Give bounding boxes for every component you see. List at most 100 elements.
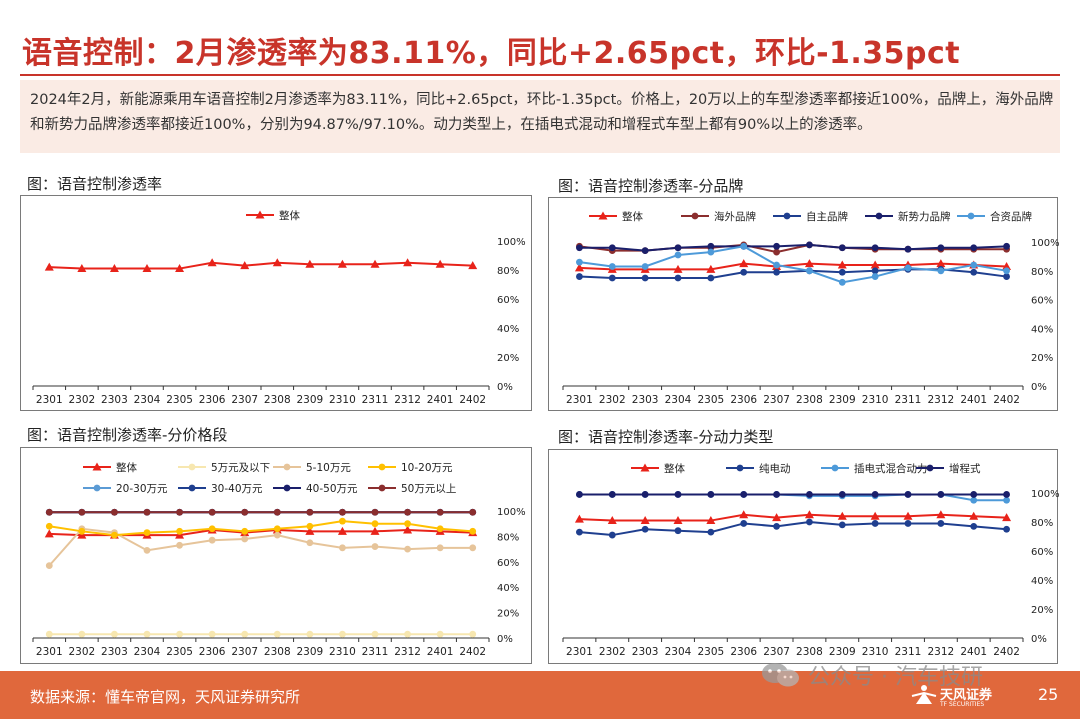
legend-label: 新势力品牌 [898, 210, 951, 223]
data-point [1003, 491, 1010, 498]
y-tick-label: 60% [1031, 547, 1053, 558]
chart-panel-overall: 2301 2302 2303 2304 2305 2306 2307 2308 2309 2310… [20, 195, 532, 411]
x-tick-label: 2309 [296, 646, 323, 658]
data-point [576, 273, 583, 280]
legend-label: 30-40万元 [211, 483, 263, 495]
data-point [804, 510, 814, 519]
legend-label: 20-30万元 [116, 483, 168, 495]
x-tick-label: 2301 [566, 646, 593, 658]
data-source: 数据来源：懂车帝官网，天风证券研究所 [30, 688, 301, 706]
x-tick-label: 2301 [36, 646, 63, 658]
x-tick-label: 2309 [829, 646, 856, 658]
logo-name: 天风证券 [940, 688, 993, 703]
data-point [707, 528, 715, 536]
data-point [208, 508, 216, 516]
series-line [579, 520, 1007, 537]
y-tick-label: 20% [1031, 605, 1053, 616]
data-point [871, 267, 879, 275]
x-tick-label: 2312 [927, 394, 954, 406]
data-point [870, 260, 880, 269]
data-point [707, 248, 715, 256]
watermark-text: 公众号 · 汽车技研 [808, 665, 983, 690]
data-point [272, 258, 282, 267]
x-tick-label: 2306 [730, 394, 757, 406]
data-point [576, 244, 583, 252]
data-point [904, 264, 912, 272]
x-tick-label: 2307 [231, 394, 258, 406]
x-tick-label: 2304 [665, 646, 692, 658]
x-tick-label: 2302 [68, 646, 95, 658]
legend-marker [378, 484, 386, 492]
data-point [674, 251, 682, 259]
data-point [641, 491, 649, 498]
data-point [305, 259, 315, 268]
data-point [111, 508, 118, 516]
x-tick-label: 2308 [796, 646, 823, 658]
data-point [44, 262, 54, 271]
x-tick-label: 2302 [599, 394, 626, 406]
chart-panel-price: 2301 2302 2303 2304 2305 2306 2307 2308 2309 2310… [20, 447, 532, 664]
data-point [674, 527, 682, 535]
data-point [674, 274, 682, 282]
data-point [176, 527, 183, 535]
data-point [435, 259, 445, 268]
x-tick-label: 2307 [763, 646, 790, 658]
series-line [579, 243, 1007, 252]
x-tick-label: 2310 [329, 646, 356, 658]
data-point [608, 263, 616, 270]
legend-marker [188, 484, 196, 492]
data-point [970, 261, 978, 269]
chart-svg-powertrain: 2301 2302 2303 2304 2305 2306 2307 2308 2309 2310… [562, 462, 1059, 658]
data-point [469, 527, 477, 535]
series-line [579, 513, 1007, 522]
data-point [871, 273, 879, 280]
data-point [773, 242, 780, 250]
data-point [673, 264, 683, 273]
y-tick-label: 80% [497, 266, 519, 277]
legend-label: 纯电动 [759, 462, 791, 475]
data-point [208, 525, 216, 533]
x-tick-label: 2402 [993, 394, 1020, 406]
page-number: 25 [1038, 685, 1059, 704]
data-point [469, 544, 477, 552]
data-point [176, 630, 183, 638]
chart-panel-powertrain: 2301 2302 2303 2304 2305 2306 2307 2308 2309 2310… [548, 449, 1059, 664]
data-point [371, 630, 379, 638]
chart-title-brand: 图：语音控制渗透率-分品牌 [558, 177, 744, 195]
data-point [1003, 242, 1010, 250]
y-tick-label: 40% [497, 583, 519, 594]
x-tick-label: 2309 [829, 394, 856, 406]
data-point [176, 541, 183, 549]
chart-title-overall: 图：语音控制渗透率 [27, 175, 163, 193]
data-point [208, 630, 216, 638]
data-point [608, 274, 616, 282]
data-point [837, 260, 847, 269]
x-tick-label: 2303 [101, 646, 128, 658]
data-point [241, 630, 249, 638]
data-point [773, 268, 780, 276]
chart-title-powertrain: 图：语音控制渗透率-分动力类型 [558, 428, 774, 446]
y-tick-label: 0% [1031, 382, 1047, 393]
data-point [772, 513, 782, 522]
data-point [574, 514, 584, 523]
data-point [574, 263, 584, 272]
x-tick-label: 2306 [730, 646, 757, 658]
y-tick-label: 60% [1031, 296, 1053, 307]
data-point [576, 491, 583, 498]
x-tick-label: 2305 [166, 646, 193, 658]
y-tick-label: 40% [497, 324, 519, 335]
y-tick-label: 80% [1031, 267, 1053, 278]
data-point [970, 496, 978, 504]
x-tick-label: 2311 [895, 646, 922, 658]
legend-marker [598, 211, 608, 220]
chart-svg-price: 2301 2302 2303 2304 2305 2306 2307 2308 2309 2310… [32, 461, 526, 658]
data-point [806, 491, 813, 498]
legend-marker [831, 464, 839, 472]
legend-marker [283, 484, 291, 492]
data-point [403, 258, 413, 267]
data-point [404, 508, 411, 516]
data-point [1003, 273, 1010, 280]
x-tick-label: 2402 [459, 646, 486, 658]
x-tick-label: 2311 [362, 394, 389, 406]
chart-svg-overall: 2301 2302 2303 2304 2305 2306 2307 2308 2309 2310… [32, 209, 526, 406]
